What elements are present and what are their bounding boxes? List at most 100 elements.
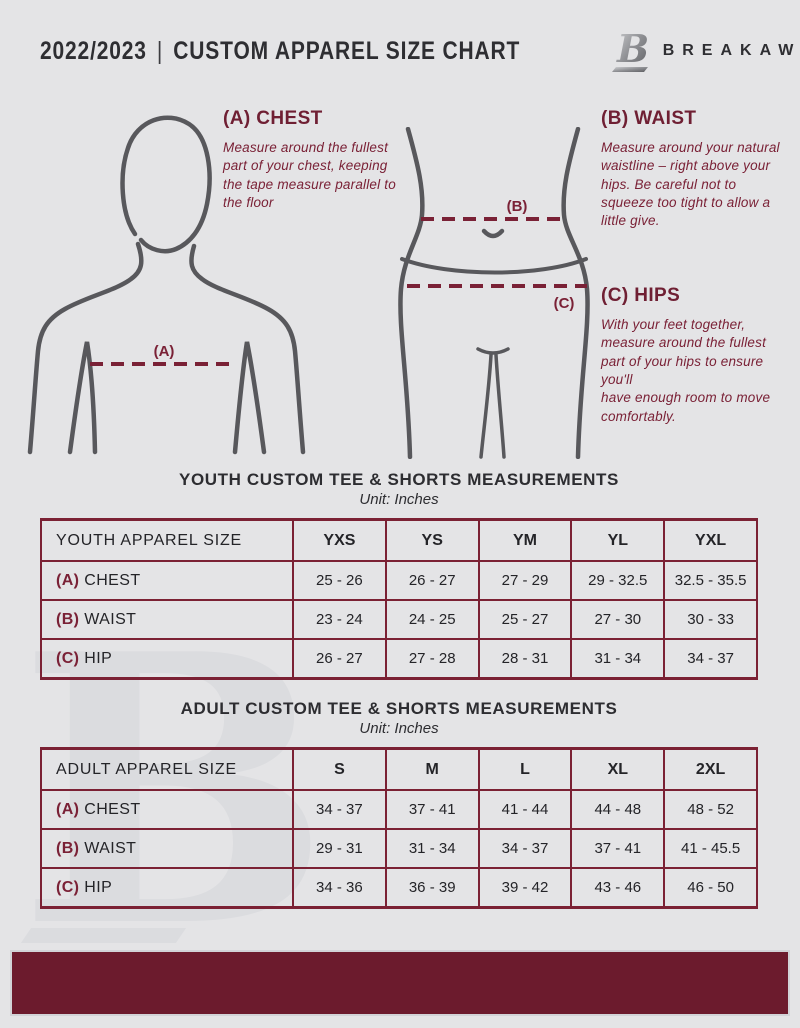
row-label-cell: (C) HIP — [40, 867, 294, 909]
size-column-header: ADULT APPAREL SIZE — [40, 747, 294, 791]
left-armpit-lines — [67, 341, 98, 455]
title-year: 2022/2023 — [40, 36, 147, 65]
size-header-cell: YS — [384, 518, 480, 562]
youth-table-unit: Unit: Inches — [359, 491, 439, 508]
waist-marker-label: (B) — [507, 198, 528, 215]
measurement-cell: 34 - 36 — [292, 867, 387, 909]
measurement-cell: 32.5 - 35.5 — [663, 560, 758, 601]
measurement-cell: 43 - 46 — [570, 867, 666, 909]
waistband-curve — [400, 257, 588, 275]
adult-table-unit: Unit: Inches — [359, 720, 439, 737]
lower-body-figure: (B) (C) — [398, 127, 590, 459]
size-header-cell: 2XL — [663, 747, 758, 791]
measurement-cell: 27 - 28 — [384, 638, 480, 680]
measurement-cell: 39 - 42 — [477, 867, 573, 909]
row-marker: (A) — [56, 800, 80, 818]
measurement-cell: 34 - 37 — [477, 828, 573, 869]
footer-bar — [10, 950, 790, 1016]
measurement-row: (B) WAIST 23 - 24 24 - 25 25 - 27 27 - 30 30 … — [40, 599, 758, 640]
adult-table-title: ADULT CUSTOM TEE & SHORTS MEASUREMENTS — [180, 699, 618, 718]
youth-table-title: YOUTH CUSTOM TEE & SHORTS MEASUREMENTS — [179, 470, 619, 489]
measurement-cell: 41 - 45.5 — [663, 828, 758, 869]
watermark-underline — [20, 928, 187, 943]
size-header-row: ADULT APPAREL SIZE S M L XL 2XL — [40, 747, 758, 791]
chest-guide-body: Measure around the fullest part of your … — [223, 140, 396, 211]
upper-body-figure: (A) — [27, 115, 306, 455]
right-inner-leg — [494, 353, 506, 459]
row-marker: (B) — [56, 839, 80, 857]
measurement-row: (A) CHEST 25 - 26 26 - 27 27 - 29 29 - 32.5 3… — [40, 560, 758, 601]
hip-marker-label: (C) — [554, 295, 575, 312]
logo-letter: B — [616, 28, 649, 71]
measurement-cell: 23 - 24 — [292, 599, 387, 640]
measurement-cell: 29 - 32.5 — [570, 560, 666, 601]
youth-size-table: YOUTH APPAREL SIZE YXS YS YM YL YXL (A) CHEST 2… — [40, 518, 758, 680]
title-main: CUSTOM APPAREL SIZE CHART — [173, 36, 521, 65]
size-column-header: YOUTH APPAREL SIZE — [40, 518, 294, 562]
waist-guide-heading: (B) WAIST — [601, 108, 697, 129]
size-header-cell: YXS — [292, 518, 387, 562]
title-divider: | — [156, 36, 164, 65]
measurement-cell: 46 - 50 — [663, 867, 758, 909]
measurement-row: (C) HIP 34 - 36 36 - 39 39 - 42 43 - 46 46 - … — [40, 867, 758, 909]
right-side-outline — [561, 127, 590, 459]
measurement-cell: 27 - 30 — [570, 599, 666, 640]
measurement-row: (C) HIP 26 - 27 27 - 28 28 - 31 31 - 34 34 - … — [40, 638, 758, 680]
right-armpit-lines — [232, 341, 267, 455]
breakaway-logo-icon: B — [611, 28, 649, 72]
measurement-cell: 34 - 37 — [663, 638, 758, 680]
adult-section: ADULT CUSTOM TEE & SHORTS MEASUREMENTS U… — [40, 699, 758, 909]
measurement-cell: 29 - 31 — [292, 828, 387, 869]
row-label-cell: (B) WAIST — [40, 599, 294, 640]
row-label-cell: (C) HIP — [40, 638, 294, 680]
left-shoulder-arm — [27, 241, 144, 455]
row-label-cell: (A) CHEST — [40, 789, 294, 830]
page-header: 2022/2023 | CUSTOM APPAREL SIZE CHART B BR… — [40, 28, 800, 74]
brand-name: BREAKAWAY — [662, 42, 800, 59]
row-marker: (A) — [56, 571, 80, 589]
measurement-cell: 26 - 27 — [292, 638, 387, 680]
measurement-cell: 34 - 37 — [292, 789, 387, 830]
measurement-cell: 28 - 31 — [477, 638, 573, 680]
hips-guide-body: With your feet together, measure around … — [601, 317, 771, 424]
measurement-cell: 37 - 41 — [384, 789, 480, 830]
measurement-row: (A) CHEST 34 - 37 37 - 41 41 - 44 44 - 48 48 … — [40, 789, 758, 830]
size-header-cell: M — [384, 747, 480, 791]
size-header-cell: XL — [570, 747, 666, 791]
measurement-row: (B) WAIST 29 - 31 31 - 34 34 - 37 37 - 41 41 … — [40, 828, 758, 869]
logo-underline — [611, 67, 648, 72]
left-inner-leg — [479, 353, 493, 459]
measurement-cell: 36 - 39 — [384, 867, 480, 909]
youth-section: YOUTH CUSTOM TEE & SHORTS MEASUREMENTS U… — [40, 470, 758, 680]
measurement-cell: 24 - 25 — [384, 599, 480, 640]
measurement-cell: 31 - 34 — [570, 638, 666, 680]
measurement-cell: 26 - 27 — [384, 560, 480, 601]
left-side-outline — [398, 127, 425, 459]
hips-guide: (C) HIPS With your feet together, measur… — [601, 285, 785, 426]
size-header-cell: L — [477, 747, 573, 791]
row-label-cell: (A) CHEST — [40, 560, 294, 601]
chest-guide: (A) CHEST Measure around the fullest par… — [223, 108, 403, 212]
size-header-cell: YM — [477, 518, 573, 562]
head-outline — [120, 115, 212, 254]
measurement-cell: 25 - 26 — [292, 560, 387, 601]
size-header-cell: YXL — [663, 518, 758, 562]
size-header-cell: YL — [570, 518, 666, 562]
size-header-cell: S — [292, 747, 387, 791]
measurement-cell: 30 - 33 — [663, 599, 758, 640]
measurement-cell: 48 - 52 — [663, 789, 758, 830]
measurement-cell: 27 - 29 — [477, 560, 573, 601]
page-title: 2022/2023 | CUSTOM APPAREL SIZE CHART — [40, 37, 520, 66]
waist-guide: (B) WAIST Measure around your natural wa… — [601, 108, 781, 231]
hips-guide-heading: (C) HIPS — [601, 285, 681, 306]
measurement-cell: 37 - 41 — [570, 828, 666, 869]
chest-guide-heading: (A) CHEST — [223, 108, 323, 129]
row-marker: (B) — [56, 610, 80, 628]
size-header-row: YOUTH APPAREL SIZE YXS YS YM YL YXL — [40, 518, 758, 562]
crotch-curve — [476, 347, 510, 355]
brand-logo: B BREAKAWAY — [611, 28, 800, 74]
measurement-cell: 25 - 27 — [477, 599, 573, 640]
row-marker: (C) — [56, 649, 80, 667]
row-marker: (C) — [56, 878, 80, 896]
